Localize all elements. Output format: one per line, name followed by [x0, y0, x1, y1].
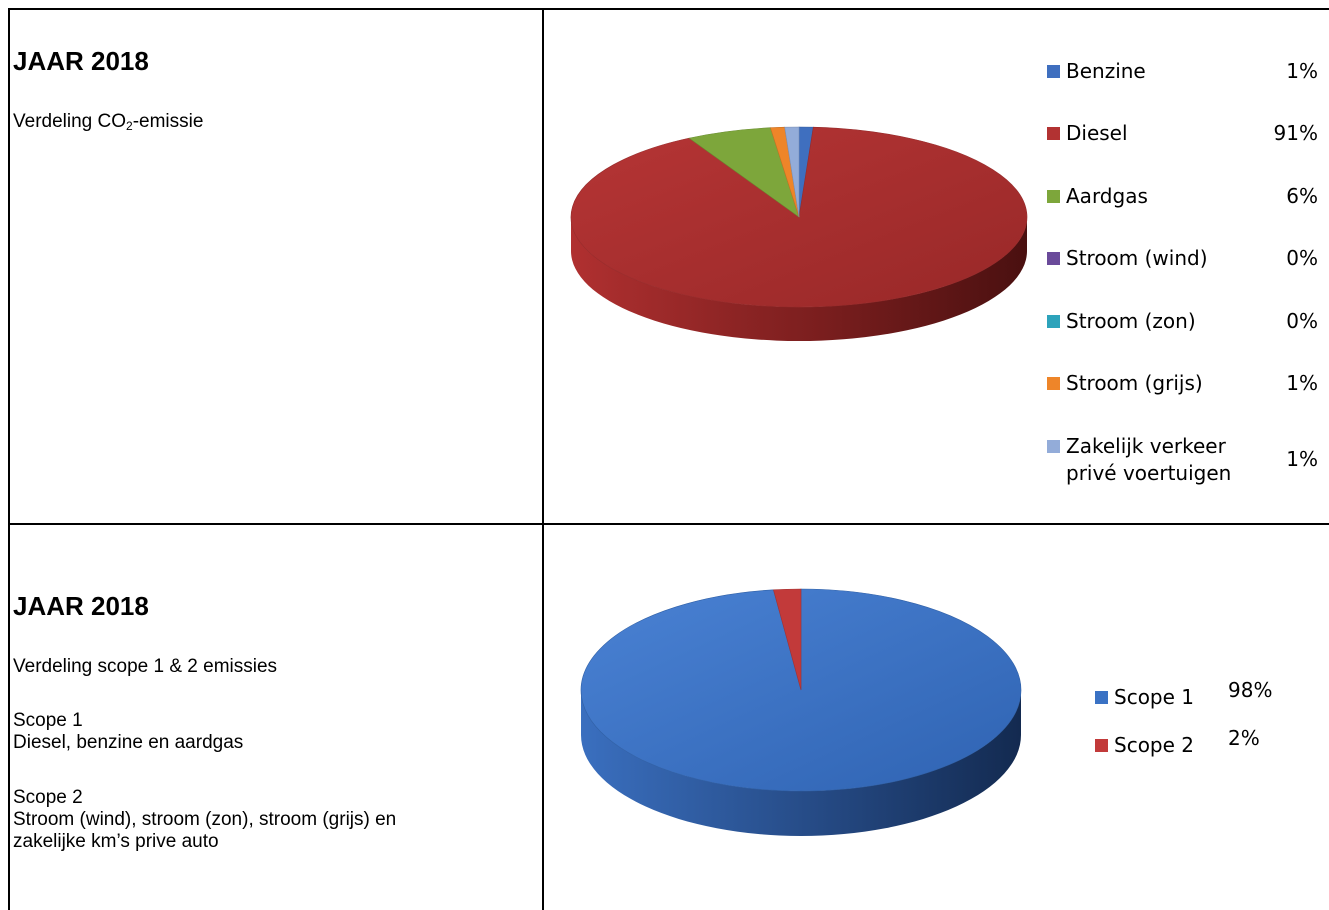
section1-subtitle: Verdeling CO2-emissie	[13, 111, 204, 133]
table-border-top	[8, 8, 1329, 10]
legend-label-stroom-zon: Stroom (zon)	[1066, 309, 1196, 333]
section2-title: JAAR 2018	[13, 591, 149, 621]
legend-label-aardgas: Aardgas	[1066, 184, 1148, 208]
legend-value-diesel: 91%	[1274, 121, 1318, 145]
scope1-heading: Scope 1	[13, 710, 83, 731]
legend-swatch-stroom-grijs	[1047, 377, 1060, 390]
table-border-left	[8, 8, 10, 910]
legend-label-zakelijk-verkeer-priv-voertuigen-line2: privé voertuigen	[1066, 461, 1231, 485]
legend-value-zakelijk-verkeer-priv-voertuigen: 1%	[1286, 447, 1318, 471]
scope2-description-line2: zakelijke km’s prive auto	[13, 831, 219, 852]
scope-legend: Scope 1 98% Scope 2 2%	[1095, 678, 1272, 757]
legend-label-stroom-grijs: Stroom (grijs)	[1066, 371, 1203, 395]
pie-side-wall	[571, 217, 1027, 341]
legend-label-diesel: Diesel	[1066, 121, 1128, 145]
legend-swatch-zakelijk-verkeer-priv-voertuigen	[1047, 440, 1060, 453]
legend-label-scope-1: Scope 1	[1114, 685, 1194, 709]
scope1-description: Diesel, benzine en aardgas	[13, 732, 244, 753]
co2-legend: Benzine 1% Diesel 91% Aardgas 6% Stroom (wind)…	[1047, 59, 1318, 485]
scope2-description-line1: Stroom (wind), stroom (zon), stroom (gri…	[13, 809, 397, 830]
pie-side-wall	[581, 690, 1021, 836]
legend-swatch-aardgas	[1047, 190, 1060, 203]
legend-swatch-stroom-wind	[1047, 252, 1060, 265]
legend-swatch-scope-2	[1095, 739, 1108, 752]
legend-label-stroom-wind: Stroom (wind)	[1066, 246, 1208, 270]
legend-value-benzine: 1%	[1286, 59, 1318, 83]
scope2-heading: Scope 2	[13, 787, 83, 808]
section2-subtitle: Verdeling scope 1 & 2 emissies	[13, 656, 278, 677]
legend-value-stroom-wind: 0%	[1286, 246, 1318, 270]
legend-value-aardgas: 6%	[1286, 184, 1318, 208]
legend-label-benzine: Benzine	[1066, 59, 1146, 83]
scope-pie-chart	[580, 588, 1022, 836]
co2-pie-chart	[570, 126, 1028, 341]
legend-value-scope-1: 98%	[1228, 678, 1272, 702]
pie-slice-zakelijk-verkeer-priv-voertuigen	[784, 126, 800, 218]
pie-slice-scope-2	[773, 588, 802, 691]
legend-label-zakelijk-verkeer-priv-voertuigen-line1: Zakelijk verkeer	[1066, 434, 1227, 458]
legend-value-scope-2: 2%	[1228, 726, 1260, 750]
section1-title: JAAR 2018	[13, 46, 149, 76]
table-border-center	[542, 8, 544, 910]
legend-value-stroom-zon: 0%	[1286, 309, 1318, 333]
legend-value-stroom-grijs: 1%	[1286, 371, 1318, 395]
table-border-middle	[8, 523, 1329, 525]
legend-swatch-stroom-zon	[1047, 315, 1060, 328]
legend-label-scope-2: Scope 2	[1114, 733, 1194, 757]
legend-swatch-scope-1	[1095, 691, 1108, 704]
legend-swatch-diesel	[1047, 127, 1060, 140]
legend-swatch-benzine	[1047, 65, 1060, 78]
